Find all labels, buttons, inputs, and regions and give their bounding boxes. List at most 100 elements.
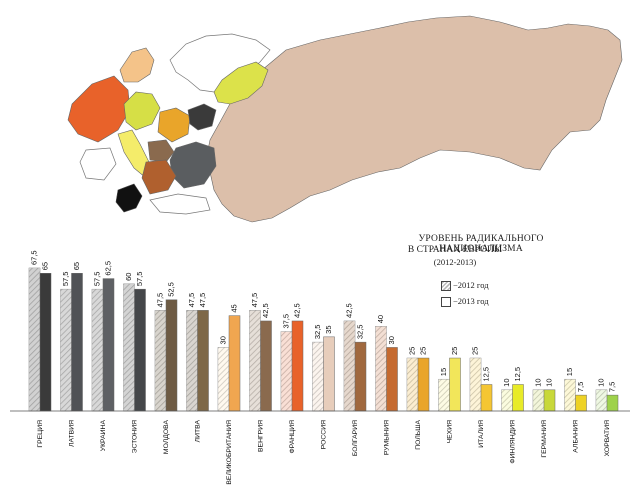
bar-2012-hatch [281,331,292,411]
ukraine-region [169,141,217,189]
balkans-region [141,159,177,195]
value-label-2012: 67,5 [29,250,38,265]
value-label-2012: 47,5 [250,293,259,308]
value-label-2012: 60 [124,273,133,281]
bar-2012-hatch [344,320,355,411]
value-label-2012: 42,5 [344,303,353,318]
turkey-outline [149,193,211,215]
value-label-2012: 47,5 [187,293,196,308]
category-label: ЭСТОНИЯ [131,420,138,453]
value-label-2012: 57,5 [61,272,70,287]
value-label-2012: 15 [439,368,448,376]
category-label: ЛАТВИЯ [68,420,75,447]
hungary-region [147,139,175,163]
russia-region [205,15,623,223]
category-label: ХОРВАТИЯ [604,420,611,456]
value-label-2013: 52,5 [166,282,175,297]
bar-2012-hatch [186,310,198,411]
bar-2012-hatch [92,289,103,411]
value-label-2013: 25 [450,347,459,355]
value-label-2012: 10 [596,378,605,386]
value-label-2013: 47,5 [198,293,207,308]
bar-2013 [543,389,556,412]
bar-2012-hatch [29,268,40,411]
category-label: ВЕЛИКОБРИТАНИЯ [226,420,233,485]
value-label-2013: 12,5 [481,367,490,382]
bar-2013 [165,299,178,412]
germany-region [123,91,161,131]
bar-2013 [39,273,52,412]
poland-region [157,107,191,143]
value-label-2013: 35 [324,326,333,334]
legend-swatch-blank [441,297,451,308]
category-label: ВЕНГРИЯ [257,420,264,452]
value-label-2013: 10 [544,378,553,386]
value-label-2012: 47,5 [155,293,164,308]
value-label-2012: 25 [470,347,479,355]
bar-2013 [228,315,241,412]
bar-2013 [386,347,398,412]
chart-period: (2012-2013) [433,257,477,267]
value-label-2013: 32,5 [355,325,364,340]
bar-2013 [102,278,115,412]
value-label-2013: 25 [418,347,427,355]
bar-2013 [449,357,461,412]
value-label-2013: 62,5 [103,261,112,276]
bar-2013 [71,273,83,412]
bar-2012-hatch [501,389,513,411]
category-label: ФРАНЦИЯ [289,420,296,454]
bar-2013 [197,310,209,412]
category-label: ФИНЛЯНДИЯ [509,420,516,464]
bar-2012-hatch [564,379,576,411]
value-label-2013: 65 [40,262,49,270]
value-label-2012: 15 [565,368,574,376]
value-label-2013: 7,5 [576,382,585,392]
value-label-2012: 10 [502,378,511,386]
chart-title: УРОВЕНЬ РАДИКАЛЬНОГО НАЦИОНАЛИЗМА [418,234,544,254]
value-label-2013: 42,5 [292,303,301,318]
bar-2012-hatch [533,389,544,411]
chart-subtitle: В СТРАНАХ ЕВРОПЫ [407,245,503,255]
category-label: РУМЫНИЯ [383,420,390,455]
bar-2012-hatch [407,358,418,411]
value-label-2012: 37,5 [281,314,290,329]
category-label: АЛБАНИЯ [572,420,579,453]
category-label: МОЛДОВА [163,420,170,455]
legend-label-2012: −2012 год [453,280,489,290]
legend-item-2012: −2012 год [441,280,489,292]
france-region [67,75,131,143]
value-label-2013: 42,5 [261,303,270,318]
bar-2013 [354,341,367,412]
value-label-2013: 65 [72,262,81,270]
category-label: ГЕРМАНИЯ [541,420,548,458]
value-label-2013: 12,5 [513,367,522,382]
bar-2012-hatch [312,342,324,411]
bar-2013 [606,394,619,412]
bar-2013 [480,384,493,412]
category-label: ЛИТВА [194,420,201,443]
value-label-2012: 10 [533,378,542,386]
value-label-2012: 40 [376,315,385,323]
greece-region [115,183,143,213]
category-label: БОЛГАРИЯ [352,420,359,456]
value-label-2012: 32,5 [313,325,322,340]
legend-item-2013: −2013 год [441,296,489,308]
bar-2012-hatch [123,283,135,411]
bar-2013 [575,394,587,412]
value-label-2013: 7,5 [607,382,616,392]
bar-2012-hatch [470,358,481,411]
bar-2012-hatch [155,310,166,411]
category-label: РОССИЯ [320,420,327,449]
category-label: ГРЕЦИЯ [37,420,44,448]
bar-2013 [512,384,524,412]
bar-2012-hatch [596,389,607,411]
legend-label-2013: −2013 год [453,296,489,306]
bar-2012-hatch [375,326,387,411]
value-label-2012: 25 [407,347,416,355]
bar-2012-hatch [218,347,229,411]
finland-region [213,61,269,105]
bar-2013 [134,288,146,412]
value-label-2013: 45 [229,304,238,312]
baltics-region [187,103,217,131]
